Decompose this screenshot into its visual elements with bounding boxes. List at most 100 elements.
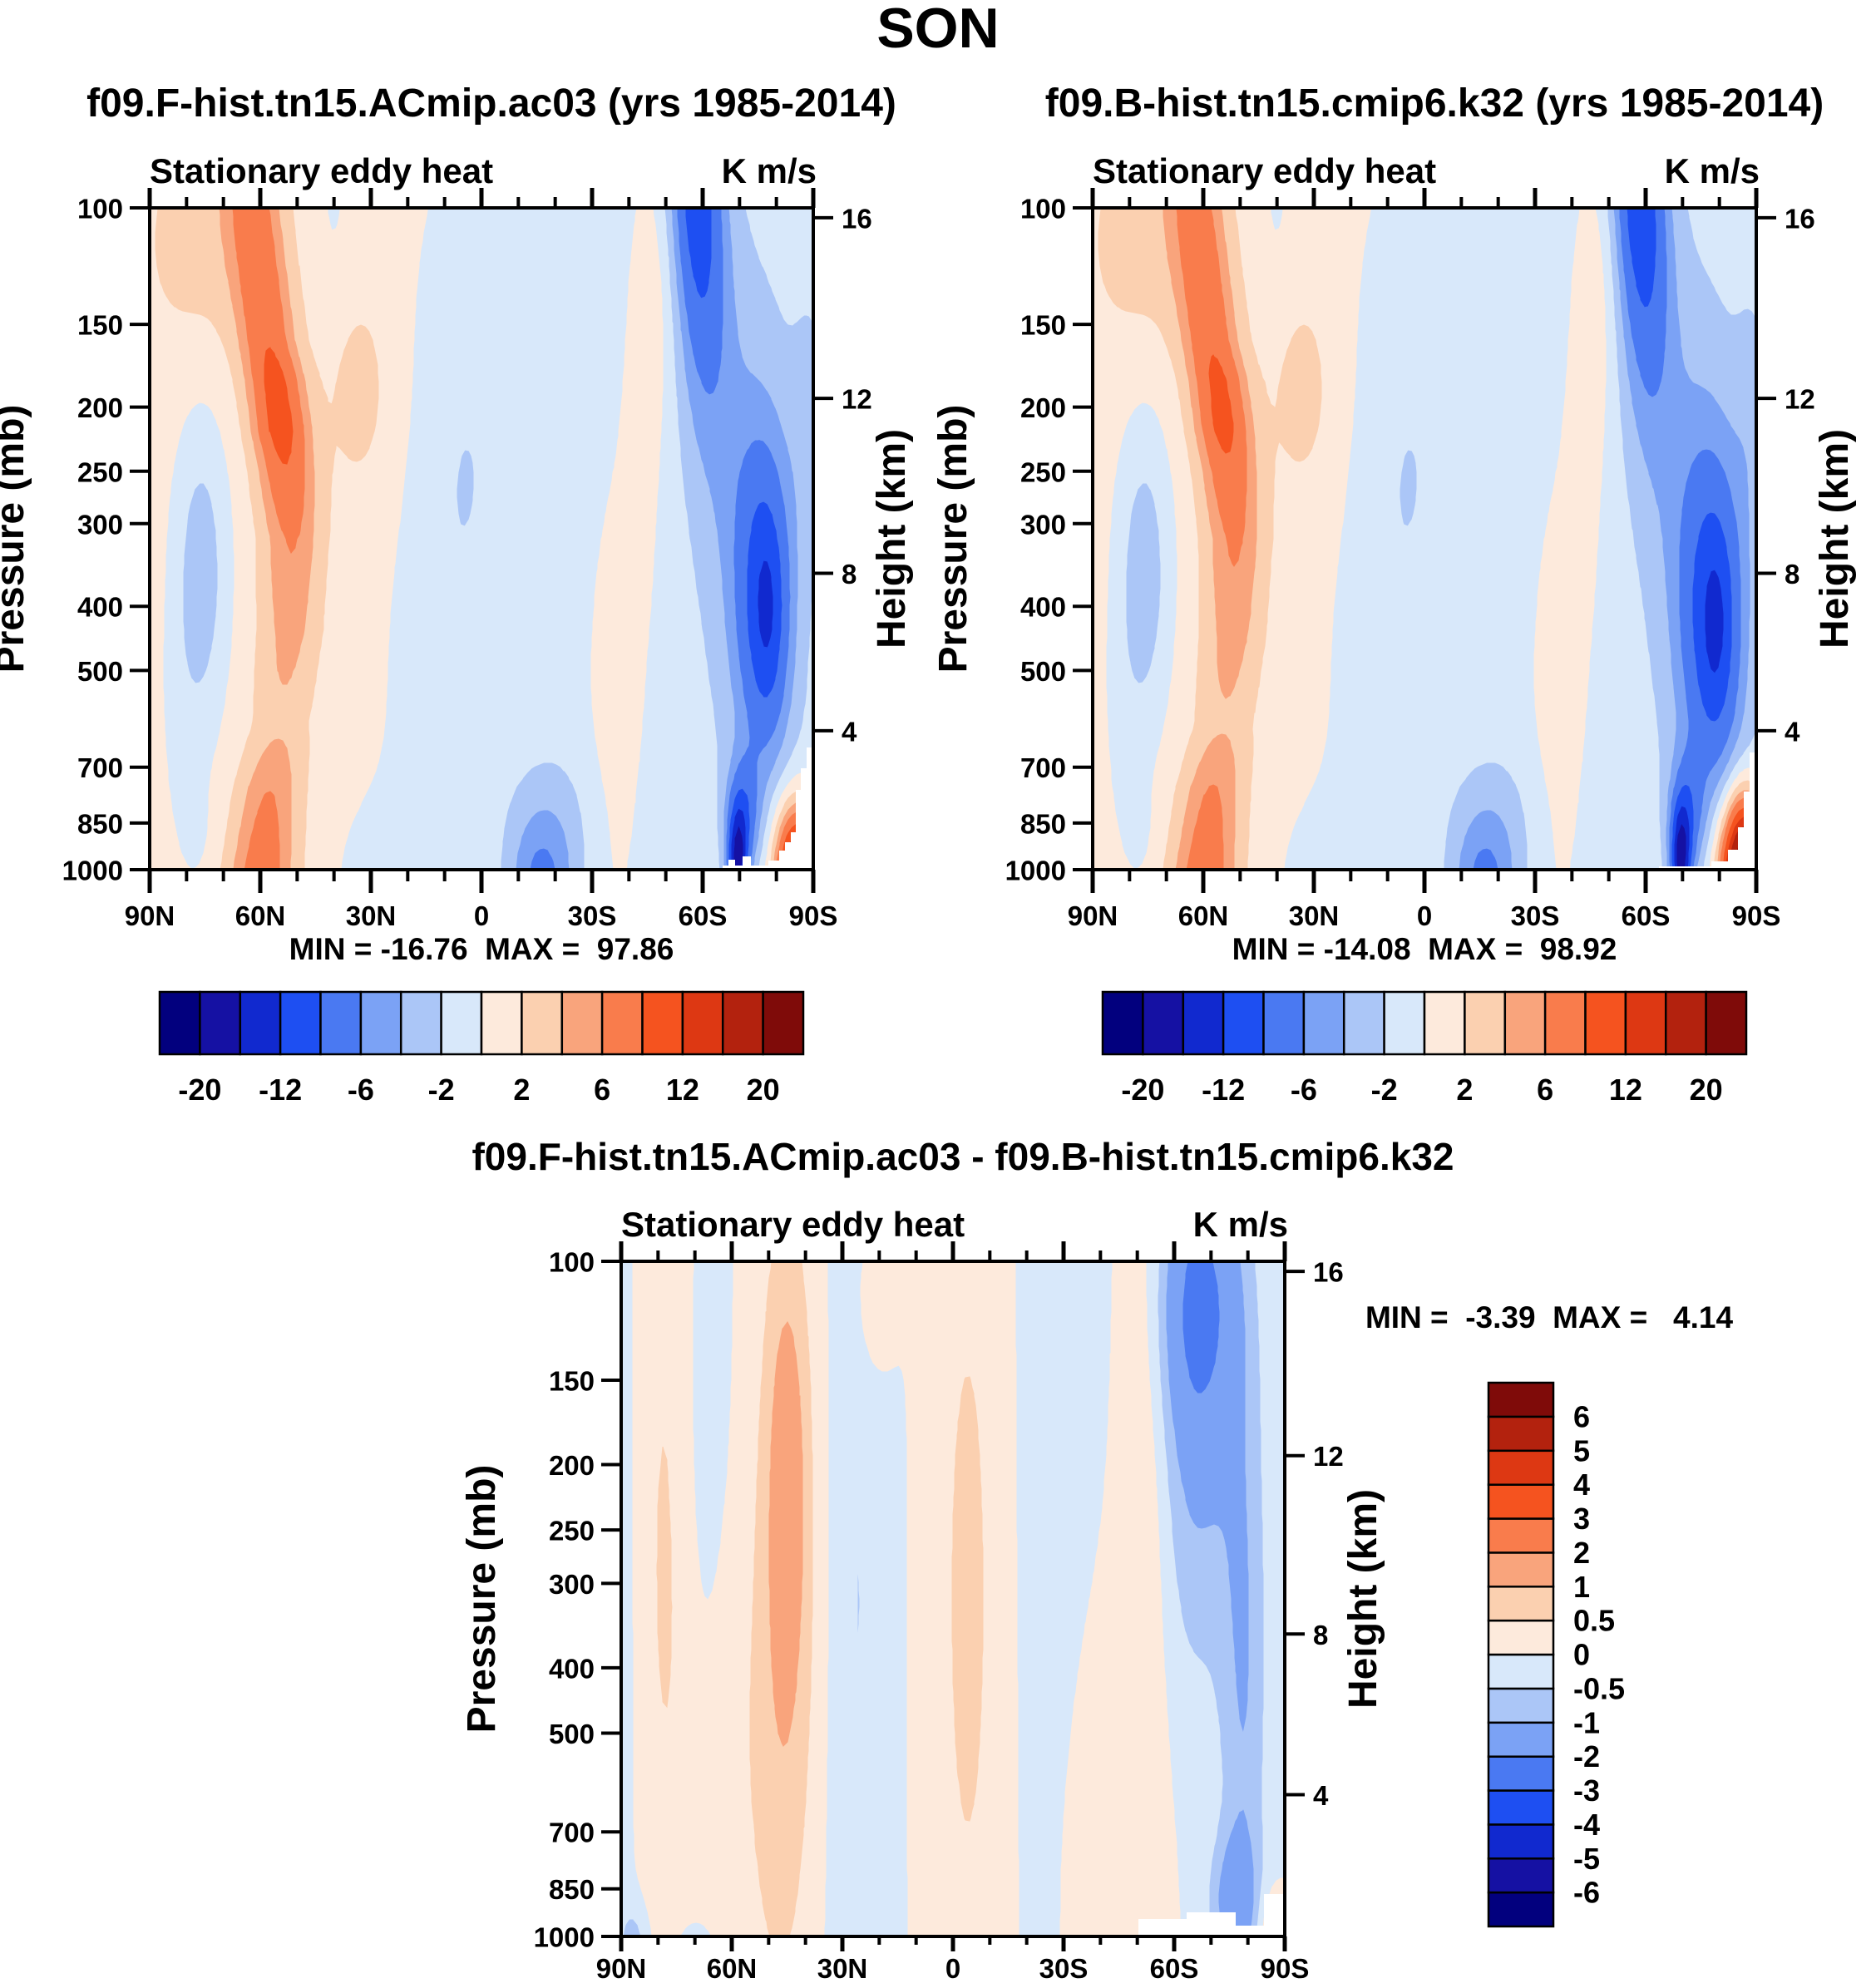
- svg-text:6: 6: [1573, 1399, 1590, 1433]
- svg-text:6: 6: [594, 1073, 610, 1107]
- svg-text:4: 4: [842, 716, 857, 747]
- svg-text:300: 300: [1020, 509, 1066, 540]
- svg-text:MIN = -14.08 MAX = 98.92: MIN = -14.08 MAX = 98.92: [1232, 932, 1617, 966]
- svg-text:0: 0: [1417, 900, 1432, 931]
- svg-text:12: 12: [1313, 1441, 1344, 1472]
- svg-text:-6: -6: [1291, 1073, 1317, 1107]
- svg-text:-5: -5: [1573, 1842, 1600, 1876]
- svg-text:90N: 90N: [125, 900, 175, 931]
- svg-text:8: 8: [1785, 559, 1799, 589]
- svg-text:2: 2: [513, 1073, 530, 1107]
- svg-text:-6: -6: [348, 1073, 374, 1107]
- svg-text:30S: 30S: [1511, 900, 1560, 931]
- svg-text:MIN = -3.39 MAX = 4.14: MIN = -3.39 MAX = 4.14: [1365, 1300, 1734, 1334]
- svg-text:60N: 60N: [1178, 900, 1229, 931]
- svg-text:90N: 90N: [596, 1953, 647, 1983]
- svg-text:Pressure (mb): Pressure (mb): [460, 1465, 504, 1734]
- svg-text:60S: 60S: [1622, 900, 1671, 931]
- svg-text:-12: -12: [1202, 1073, 1245, 1107]
- svg-text:Pressure (mb): Pressure (mb): [0, 405, 32, 673]
- svg-text:-20: -20: [178, 1073, 221, 1107]
- svg-text:-3: -3: [1573, 1773, 1600, 1808]
- svg-text:K m/s: K m/s: [1193, 1205, 1288, 1244]
- svg-text:200: 200: [77, 392, 123, 423]
- svg-text:Height (km): Height (km): [870, 429, 914, 649]
- svg-text:0: 0: [945, 1953, 960, 1983]
- svg-text:4: 4: [1313, 1780, 1329, 1811]
- svg-text:60S: 60S: [1150, 1953, 1199, 1983]
- svg-text:300: 300: [77, 509, 123, 540]
- svg-text:-4: -4: [1573, 1808, 1600, 1842]
- svg-text:8: 8: [1313, 1620, 1328, 1650]
- svg-text:Stationary eddy heat: Stationary eddy heat: [150, 151, 493, 190]
- svg-text:Stationary eddy heat: Stationary eddy heat: [1093, 151, 1436, 190]
- svg-text:12: 12: [842, 384, 872, 415]
- svg-text:3: 3: [1573, 1502, 1590, 1536]
- svg-text:30N: 30N: [346, 900, 397, 931]
- svg-text:MIN = -16.76 MAX = 97.86: MIN = -16.76 MAX = 97.86: [289, 932, 674, 966]
- svg-text:200: 200: [1020, 392, 1066, 423]
- svg-text:100: 100: [77, 194, 123, 224]
- svg-text:300: 300: [549, 1569, 595, 1600]
- svg-text:90S: 90S: [789, 900, 838, 931]
- svg-text:60N: 60N: [235, 900, 286, 931]
- svg-text:2: 2: [1573, 1536, 1590, 1570]
- svg-text:1000: 1000: [62, 856, 123, 886]
- svg-text:12: 12: [1785, 384, 1815, 415]
- svg-text:700: 700: [1020, 752, 1066, 783]
- svg-text:850: 850: [77, 808, 123, 839]
- svg-text:16: 16: [842, 203, 872, 234]
- svg-text:-2: -2: [1371, 1073, 1398, 1107]
- svg-text:250: 250: [549, 1516, 595, 1546]
- svg-text:Height (km): Height (km): [1813, 429, 1857, 649]
- svg-text:500: 500: [549, 1719, 595, 1749]
- svg-text:6: 6: [1537, 1073, 1553, 1107]
- svg-text:-6: -6: [1573, 1876, 1600, 1910]
- svg-text:1: 1: [1573, 1570, 1590, 1604]
- svg-text:30N: 30N: [1289, 900, 1340, 931]
- svg-text:250: 250: [77, 456, 123, 487]
- svg-text:150: 150: [77, 310, 123, 341]
- svg-text:0: 0: [474, 900, 489, 931]
- svg-text:0: 0: [1573, 1638, 1590, 1672]
- svg-text:60N: 60N: [707, 1953, 758, 1983]
- svg-text:250: 250: [1020, 456, 1066, 487]
- svg-text:100: 100: [549, 1247, 595, 1278]
- svg-text:2: 2: [1456, 1073, 1473, 1107]
- svg-text:-20: -20: [1121, 1073, 1164, 1107]
- svg-text:0.5: 0.5: [1573, 1604, 1615, 1638]
- svg-text:100: 100: [1020, 194, 1066, 224]
- svg-text:5: 5: [1573, 1433, 1590, 1468]
- svg-text:-2: -2: [1573, 1739, 1600, 1773]
- svg-text:700: 700: [549, 1818, 595, 1848]
- svg-text:90S: 90S: [1261, 1953, 1310, 1983]
- svg-text:1000: 1000: [1005, 856, 1066, 886]
- svg-text:30S: 30S: [568, 900, 617, 931]
- svg-text:SON: SON: [876, 0, 999, 60]
- svg-text:Height (km): Height (km): [1341, 1489, 1385, 1709]
- svg-text:12: 12: [1609, 1073, 1642, 1107]
- svg-text:-2: -2: [428, 1073, 455, 1107]
- svg-text:150: 150: [1020, 310, 1066, 341]
- svg-text:60S: 60S: [679, 900, 728, 931]
- svg-text:8: 8: [842, 559, 857, 589]
- svg-text:850: 850: [549, 1874, 595, 1905]
- svg-text:-12: -12: [259, 1073, 302, 1107]
- svg-text:90N: 90N: [1068, 900, 1118, 931]
- svg-text:16: 16: [1313, 1257, 1344, 1288]
- svg-text:4: 4: [1785, 716, 1800, 747]
- svg-text:Pressure (mb): Pressure (mb): [931, 405, 975, 673]
- svg-text:400: 400: [549, 1653, 595, 1684]
- svg-text:20: 20: [747, 1073, 780, 1107]
- svg-text:500: 500: [1020, 656, 1066, 687]
- svg-text:K m/s: K m/s: [1665, 151, 1760, 190]
- svg-text:4: 4: [1573, 1468, 1590, 1502]
- svg-text:400: 400: [77, 592, 123, 623]
- svg-text:700: 700: [77, 752, 123, 783]
- svg-text:-0.5: -0.5: [1573, 1671, 1625, 1705]
- svg-text:Stationary eddy heat: Stationary eddy heat: [621, 1205, 965, 1244]
- svg-text:K m/s: K m/s: [722, 151, 817, 190]
- svg-text:f09.F-hist.tn15.ACmip.ac03 - f: f09.F-hist.tn15.ACmip.ac03 - f09.B-hist.…: [471, 1135, 1454, 1178]
- svg-text:30S: 30S: [1039, 1953, 1089, 1983]
- svg-text:20: 20: [1690, 1073, 1723, 1107]
